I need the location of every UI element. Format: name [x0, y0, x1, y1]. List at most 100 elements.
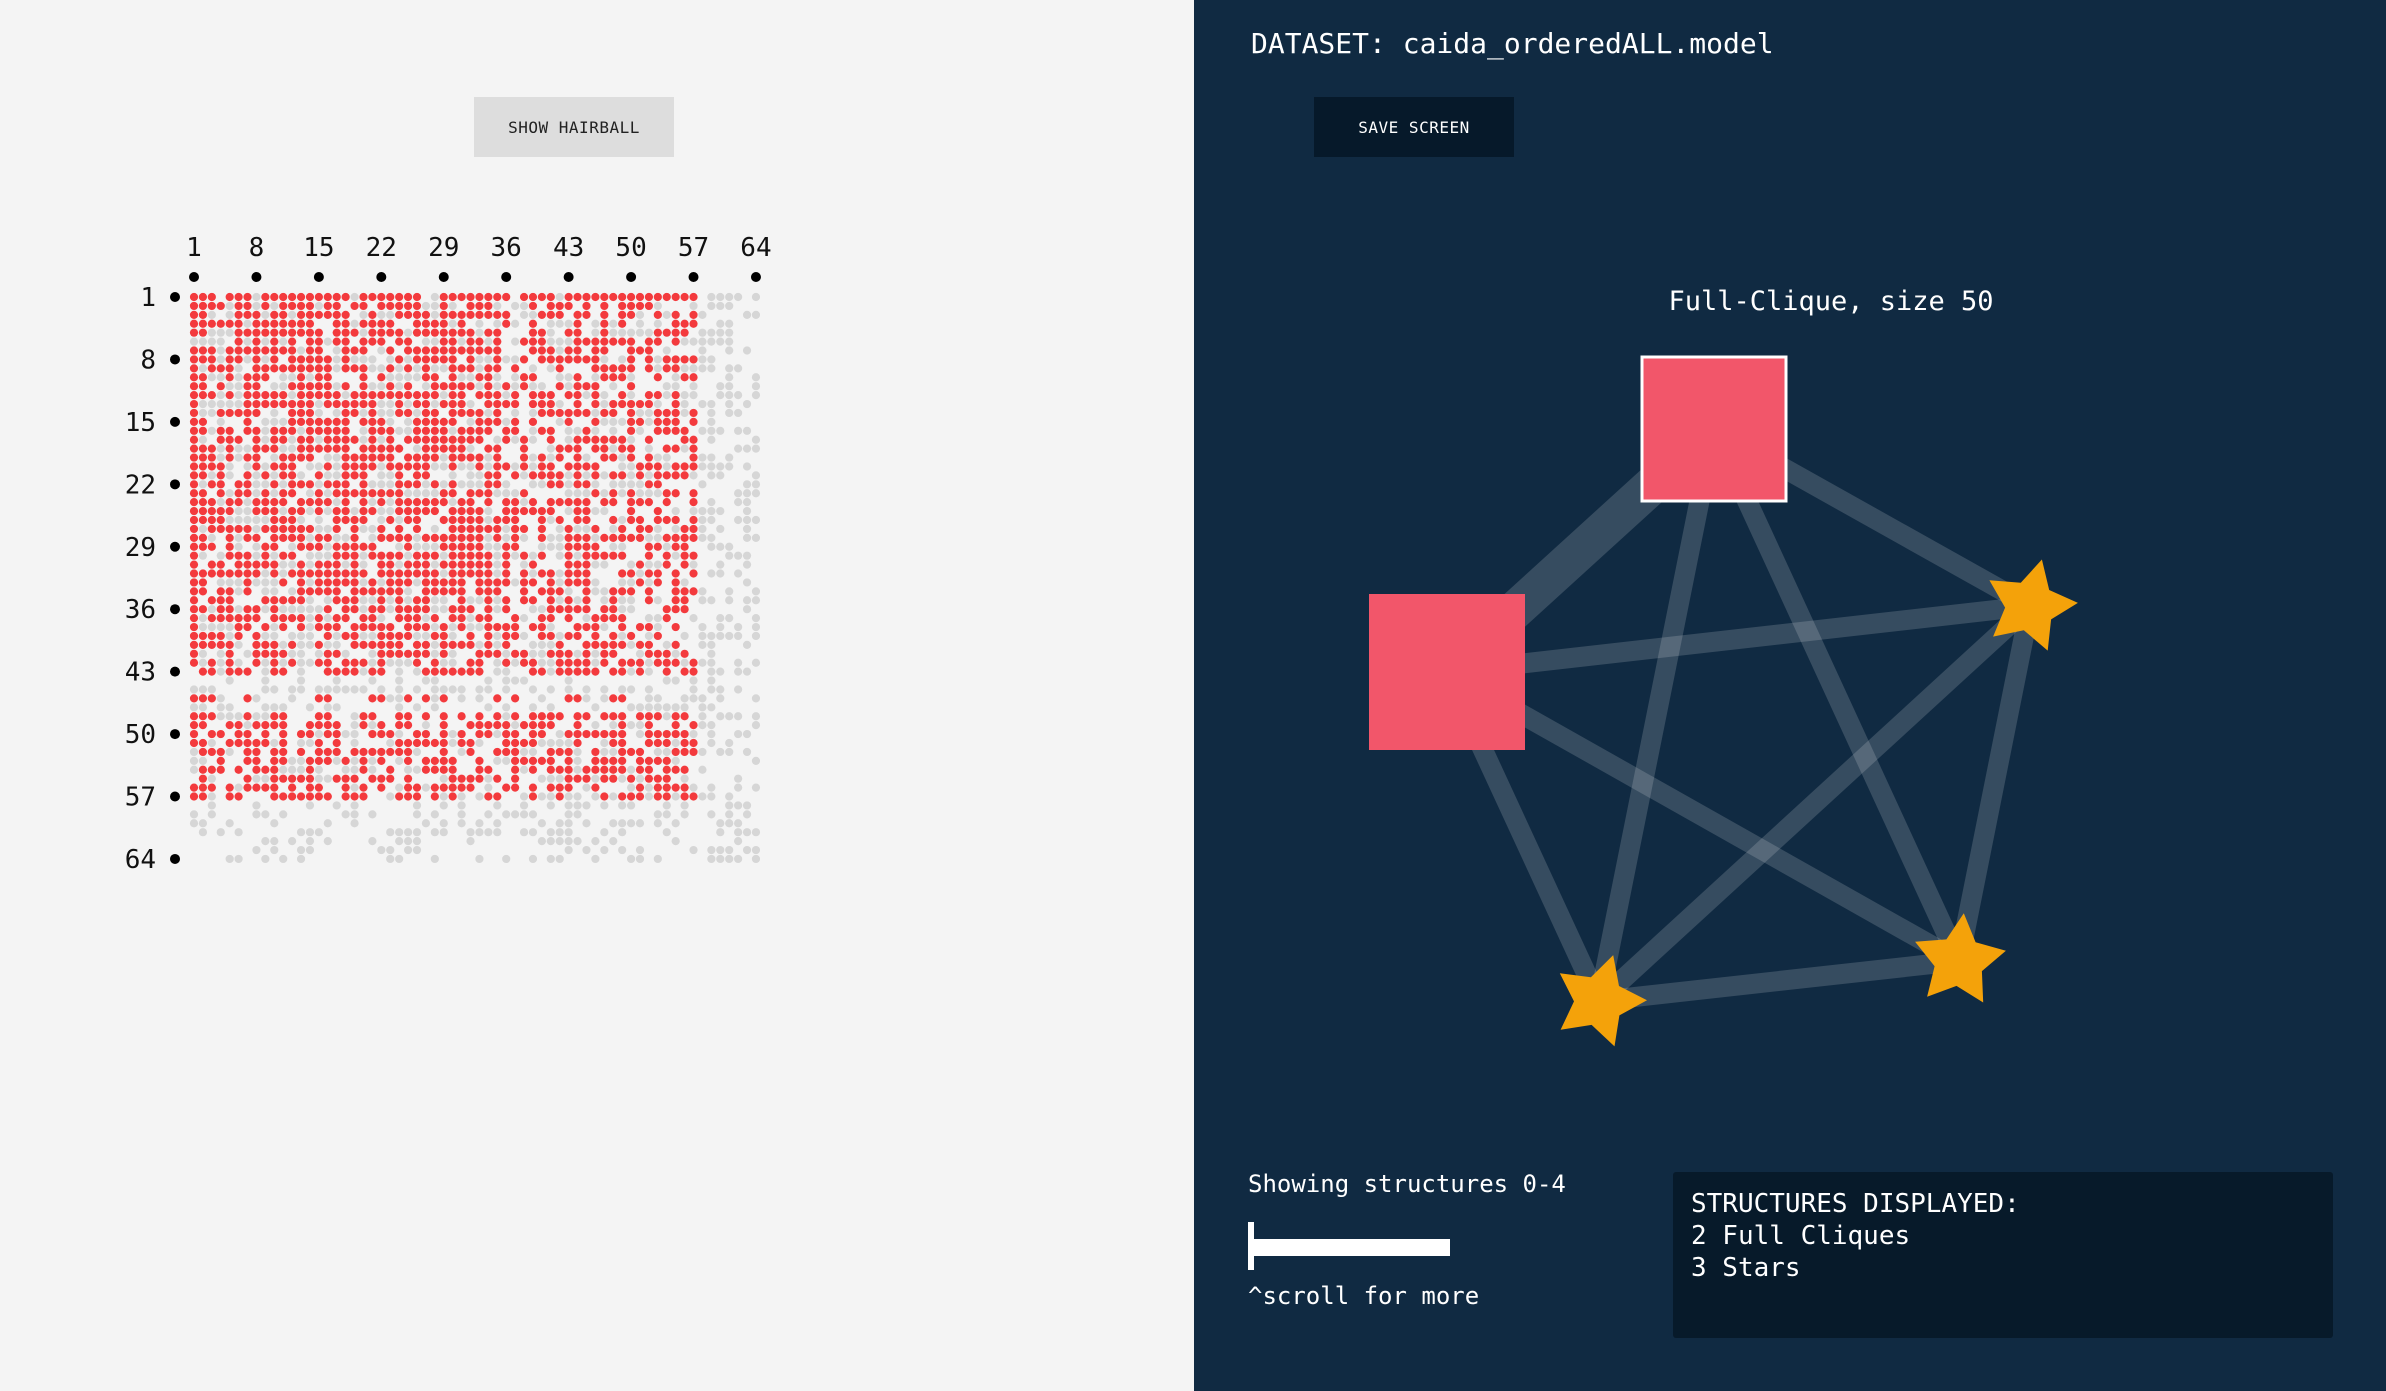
matrix-cell [626, 640, 636, 649]
matrix-cell [288, 551, 297, 560]
matrix-cell [671, 569, 680, 578]
matrix-cell [546, 622, 555, 632]
matrix-cell [546, 774, 555, 783]
matrix-cell [466, 631, 475, 641]
matrix-cell [279, 533, 288, 542]
matrix-cell [707, 703, 716, 712]
matrix-cell [707, 471, 716, 480]
graph-nodes[interactable] [1369, 355, 2078, 1047]
structure-scroll-slider[interactable] [1248, 1222, 1450, 1272]
matrix-cell [653, 319, 662, 328]
matrix-cell [386, 774, 395, 783]
matrix-cell [430, 783, 439, 792]
matrix-cell [555, 373, 564, 382]
matrix-cell [582, 310, 591, 319]
matrix-cell [600, 614, 609, 623]
matrix-cell [234, 533, 243, 542]
scroll-slider-bar[interactable] [1248, 1239, 1450, 1256]
matrix-cell [591, 417, 600, 426]
matrix-cell [519, 747, 529, 757]
matrix-cell [555, 819, 564, 828]
matrix-cell [653, 810, 662, 819]
matrix-cell [689, 533, 698, 542]
matrix-cell [564, 435, 573, 444]
matrix-cell [466, 738, 475, 748]
matrix-cell [279, 712, 288, 721]
matrix-cell [314, 614, 323, 623]
matrix-cell [511, 417, 520, 426]
matrix-cell [546, 756, 555, 765]
matrix-cell [466, 515, 475, 525]
matrix-cell [234, 498, 243, 507]
matrix-cell [189, 765, 199, 774]
matrix-cell [493, 435, 502, 444]
matrix-cell [573, 774, 582, 783]
matrix-cell [234, 506, 243, 516]
matrix-cell [653, 355, 662, 364]
matrix-cell [261, 301, 270, 311]
matrix-cell [412, 729, 422, 739]
matrix-cell [457, 596, 466, 605]
full-clique-node[interactable] [1640, 355, 1788, 503]
matrix-cell [189, 364, 199, 373]
matrix-cell [600, 845, 609, 855]
matrix-cell [644, 292, 654, 302]
matrix-cell [448, 391, 457, 400]
matrix-cell [296, 569, 306, 578]
matrix-cell [225, 471, 234, 480]
matrix-cell [359, 667, 368, 676]
column-marker [626, 272, 637, 282]
matrix-cell [448, 435, 457, 444]
matrix-cell [751, 435, 761, 444]
save-screen-button[interactable]: SAVE SCREEN [1314, 97, 1514, 157]
matrix-cell [359, 756, 368, 765]
matrix-cell [644, 444, 654, 453]
matrix-cell [466, 471, 475, 480]
matrix-cell [279, 703, 288, 712]
matrix-cell [680, 471, 689, 480]
matrix-cell [341, 453, 350, 462]
matrix-cell [618, 435, 627, 444]
matrix-cell [305, 765, 315, 774]
matrix-cell [564, 819, 573, 828]
matrix-cell [395, 738, 404, 748]
star-node[interactable] [1989, 559, 2078, 651]
matrix-cell [484, 542, 493, 551]
matrix-cell [323, 587, 332, 596]
matrix-cell [261, 676, 270, 685]
matrix-cell [332, 756, 341, 765]
matrix-cell [457, 319, 466, 328]
matrix-cell [305, 605, 315, 614]
matrix-cell [252, 310, 261, 319]
matrix-cell [288, 399, 297, 409]
star-node[interactable] [1559, 955, 1647, 1047]
matrix-cell [279, 382, 288, 391]
structure-graph[interactable]: Full-Clique, size 50 [1194, 0, 2386, 1391]
matrix-cell [511, 658, 520, 667]
matrix-cell [270, 498, 279, 507]
show-hairball-button[interactable]: SHOW HAIRBALL [474, 97, 674, 157]
matrix-cell [377, 667, 386, 676]
matrix-cell [332, 408, 341, 418]
matrix-cell [689, 783, 698, 792]
matrix-cell [270, 614, 279, 623]
full-clique-node[interactable] [1369, 594, 1525, 750]
matrix-cell [707, 462, 716, 471]
star-node[interactable] [1915, 913, 2006, 1003]
matrix-cell [439, 694, 448, 703]
matrix-cell [270, 622, 279, 632]
matrix-cell [582, 649, 591, 658]
matrix-cell [591, 631, 600, 641]
matrix-cell [600, 391, 609, 400]
matrix-cell [519, 498, 529, 507]
matrix-cell [412, 292, 422, 302]
matrix-cell [216, 756, 225, 765]
matrix-cell [314, 738, 323, 748]
matrix-cell [600, 399, 609, 409]
matrix-cell [493, 542, 502, 551]
matrix-cell [716, 560, 725, 569]
matrix-cell [734, 854, 743, 864]
matrix-cell [751, 721, 761, 730]
matrix-cell [439, 328, 448, 337]
matrix-cell [341, 435, 350, 444]
